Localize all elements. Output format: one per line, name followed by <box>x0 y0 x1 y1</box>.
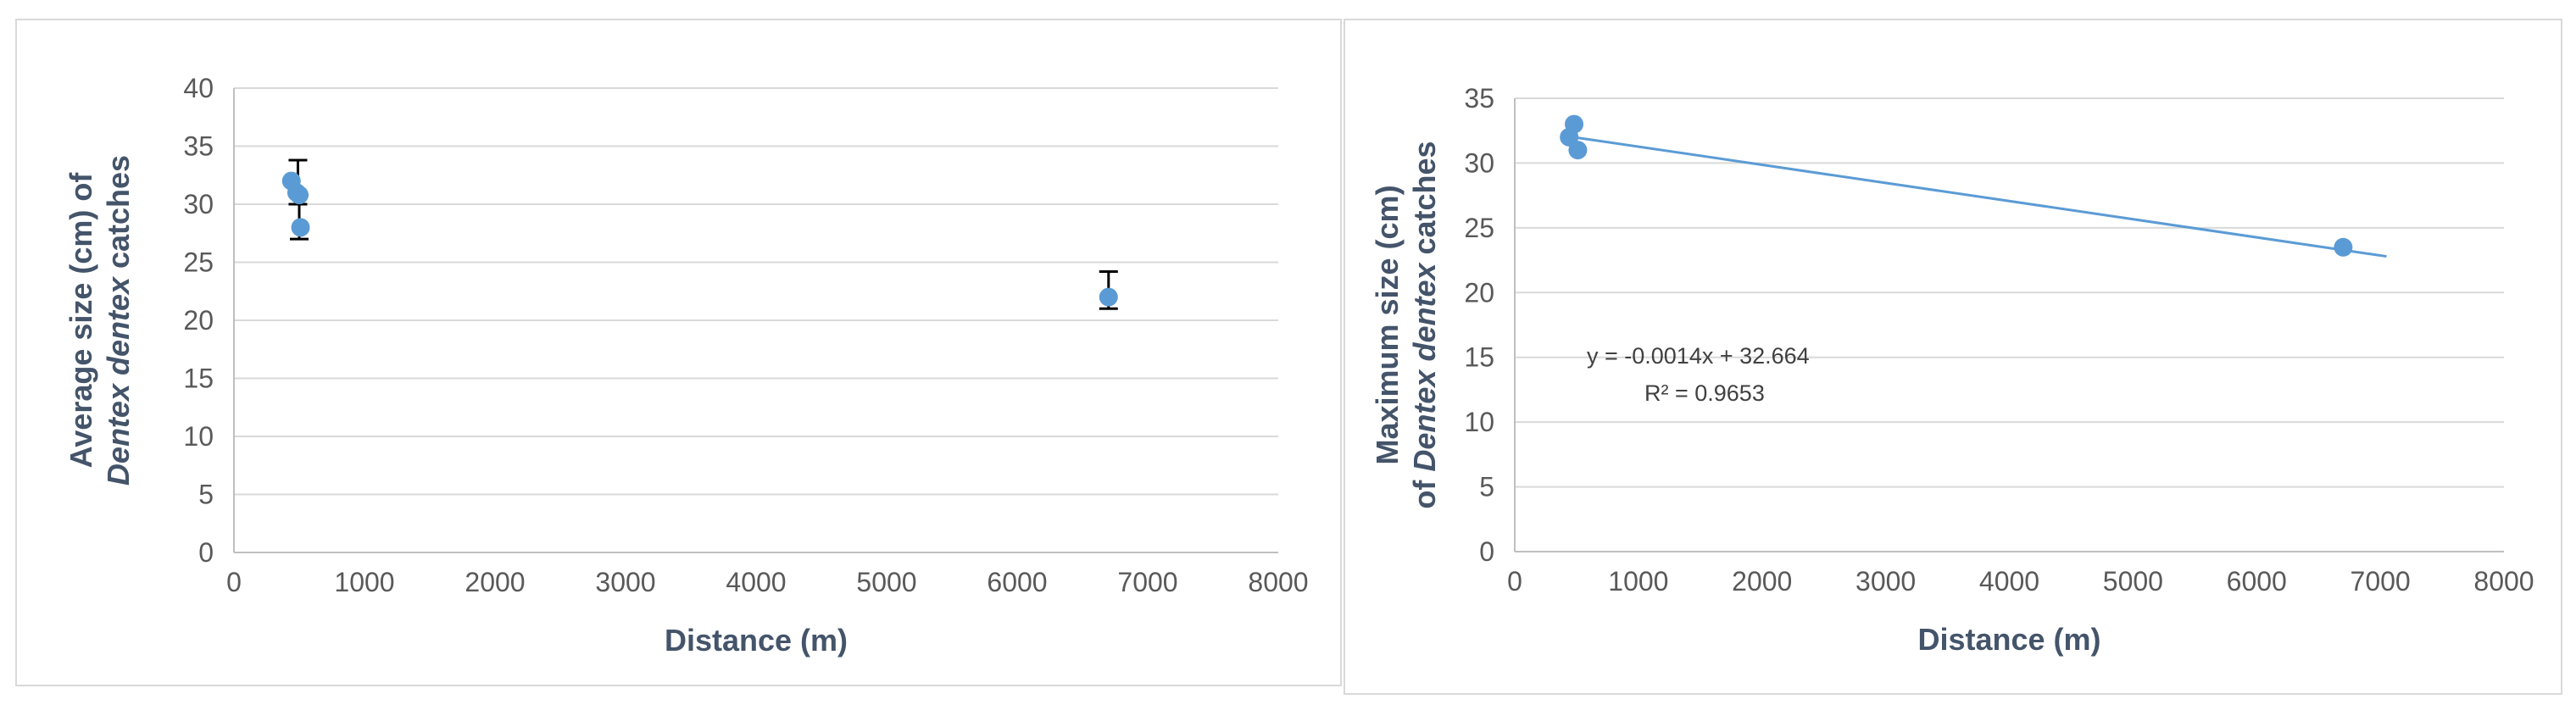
x-tick-label: 6000 <box>987 567 1047 597</box>
left-chart-panel: 0 5 10 15 20 25 30 35 40 0 1000 2000 3000 4000 5000 600… <box>15 19 1342 686</box>
maximum-size-chart: 0 5 10 15 20 25 30 35 0 1000 2000 3000 4000 5000 6000 7… <box>1370 83 2534 657</box>
y-axis-label: Maximum size (cm)of Dentex dentex catche… <box>1370 141 1442 508</box>
x-tick-label: 3000 <box>595 567 655 597</box>
y-tick-label: 30 <box>183 189 214 219</box>
x-tick-label: 6000 <box>2227 566 2287 597</box>
data-point <box>290 186 309 205</box>
x-axis-label: Distance (m) <box>665 623 848 658</box>
y-axis-label-line2: Dentex dentex catches <box>101 155 136 486</box>
y-axis-label-species: Dentex dentex <box>1407 262 1442 472</box>
y-tick-label: 30 <box>1464 147 1494 178</box>
y-tick-label: 40 <box>183 73 214 103</box>
y-tick-label: 10 <box>1464 407 1494 437</box>
data-point <box>1568 141 1588 160</box>
y-tick-label: 20 <box>1464 277 1494 308</box>
x-tick-label: 0 <box>226 567 242 597</box>
x-tick-label: 8000 <box>1248 567 1308 597</box>
r-squared-label: R² = 0.9653 <box>1644 380 1765 406</box>
y-tick-label: 0 <box>1479 536 1494 567</box>
y-axis-label-prefix: of <box>1407 472 1442 509</box>
trendline <box>1570 135 2387 258</box>
average-size-chart: 0 5 10 15 20 25 30 35 40 0 1000 2000 3000 4000 5000 600… <box>64 73 1309 658</box>
x-tick-label: 4000 <box>1979 566 2039 597</box>
y-tick-label: 15 <box>1464 342 1494 373</box>
y-axis-label-suffix: catches <box>1407 141 1442 263</box>
x-axis-label: Distance (m) <box>1917 622 2100 657</box>
right-chart-panel: 0 5 10 15 20 25 30 35 0 1000 2000 3000 4000 5000 6000 7… <box>1344 19 2562 695</box>
y-tick-label: 25 <box>1464 213 1494 243</box>
x-tick-label: 1000 <box>1608 566 1668 597</box>
y-tick-label: 35 <box>183 131 214 162</box>
x-tick-label: 3000 <box>1855 566 1916 597</box>
y-axis-label: Average size (cm) of Dentex dentex catche… <box>64 155 136 486</box>
y-axis-label-line2: of Dentex dentex catches <box>1407 141 1442 508</box>
data-point <box>291 218 310 237</box>
x-tick-label: 7000 <box>2351 566 2411 597</box>
trendline-equation: y = -0.0014x + 32.664 <box>1587 343 1810 369</box>
x-tick-label: 0 <box>1507 566 1522 597</box>
y-tick-label: 5 <box>1479 472 1494 502</box>
y-tick-label: 20 <box>183 305 214 336</box>
y-axis-label-line1: Maximum size (cm) <box>1370 185 1405 464</box>
x-tick-label: 8000 <box>2473 566 2534 597</box>
x-tick-label: 5000 <box>2103 566 2163 597</box>
y-tick-label: 10 <box>183 421 214 452</box>
y-tick-label: 25 <box>183 247 214 278</box>
y-tick-label: 0 <box>198 537 214 568</box>
x-tick-label: 2000 <box>465 567 525 597</box>
x-tick-label: 4000 <box>726 567 786 597</box>
x-tick-label: 1000 <box>334 567 394 597</box>
data-point <box>1565 114 1584 134</box>
y-axis-label-species: Dentex dentex <box>101 275 136 486</box>
x-tick-label: 5000 <box>856 567 916 597</box>
y-axis-label-line1: Average size (cm) of <box>64 172 98 469</box>
x-tick-label: 2000 <box>1732 566 1792 597</box>
y-tick-label: 35 <box>1464 83 1494 114</box>
y-tick-label: 5 <box>198 480 214 510</box>
y-tick-label: 15 <box>183 364 214 394</box>
y-axis-label-suffix: catches <box>101 155 136 277</box>
data-point <box>1099 287 1118 307</box>
data-point <box>2334 237 2353 257</box>
x-tick-label: 7000 <box>1117 567 1177 597</box>
